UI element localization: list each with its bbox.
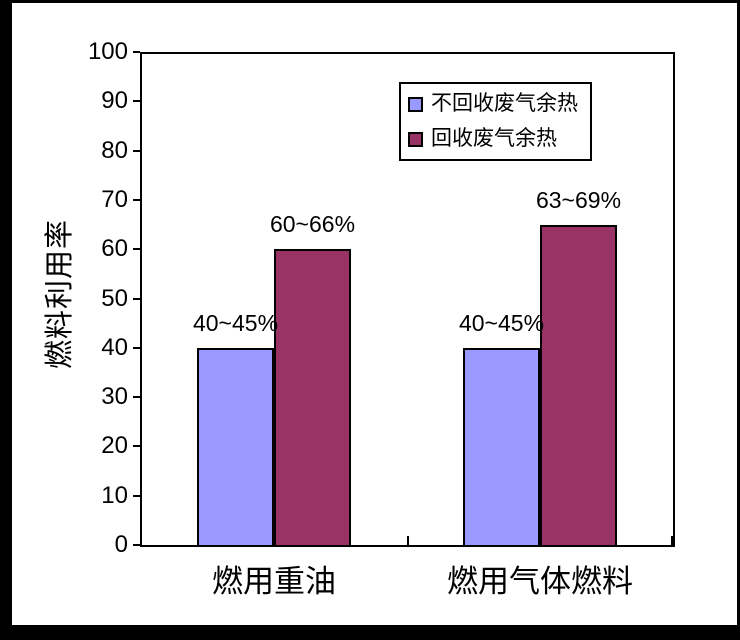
legend-label: 回收废气余热 <box>431 127 557 150</box>
y-tick-mark <box>133 297 140 300</box>
y-tick-label: 10 <box>101 481 128 509</box>
y-tick-mark <box>133 149 140 152</box>
y-tick-mark <box>133 396 140 399</box>
legend-label: 不回收废气余热 <box>431 92 578 115</box>
y-tick-label: 70 <box>101 185 128 213</box>
bar-data-label: 40~45% <box>458 309 545 336</box>
y-tick-mark <box>133 198 140 201</box>
y-tick-label: 0 <box>114 531 128 558</box>
y-tick-mark <box>133 346 140 349</box>
bar-series1 <box>463 347 540 547</box>
y-tick-label: 90 <box>101 87 128 115</box>
y-tick-mark <box>133 445 140 448</box>
legend-item: 不回收废气余热 <box>408 87 590 122</box>
y-tick-label: 100 <box>87 38 128 65</box>
bar-series2 <box>540 224 617 547</box>
legend-item: 回收废气余热 <box>408 122 590 157</box>
y-axis-title: 燃料利用率 <box>44 218 76 370</box>
x-tick-mark <box>671 536 673 545</box>
category-label: 燃用气体燃料 <box>447 564 633 599</box>
bar-series2 <box>274 249 351 547</box>
y-tick-mark <box>133 248 140 251</box>
y-tick-label: 50 <box>101 284 128 312</box>
bar-data-label: 63~69% <box>535 186 622 213</box>
y-tick-mark <box>133 544 140 546</box>
bar-data-label: 60~66% <box>269 211 356 238</box>
y-tick-label: 20 <box>101 432 128 460</box>
x-tick-mark <box>406 536 409 545</box>
x-tick-mark <box>140 536 142 545</box>
y-tick-mark <box>133 51 140 53</box>
legend-swatch-icon <box>408 96 423 112</box>
category-label: 燃用重油 <box>212 564 336 599</box>
legend-swatch-icon <box>408 131 423 147</box>
bar-data-label: 40~45% <box>192 309 279 336</box>
y-tick-label: 40 <box>101 333 128 361</box>
y-tick-label: 60 <box>101 235 128 263</box>
y-tick-label: 30 <box>101 383 128 411</box>
y-tick-mark <box>133 494 140 497</box>
bar-series1 <box>197 347 274 547</box>
y-tick-mark <box>133 100 140 103</box>
legend: 不回收废气余热 回收废气余热 <box>399 82 592 161</box>
y-tick-label: 80 <box>101 136 128 164</box>
